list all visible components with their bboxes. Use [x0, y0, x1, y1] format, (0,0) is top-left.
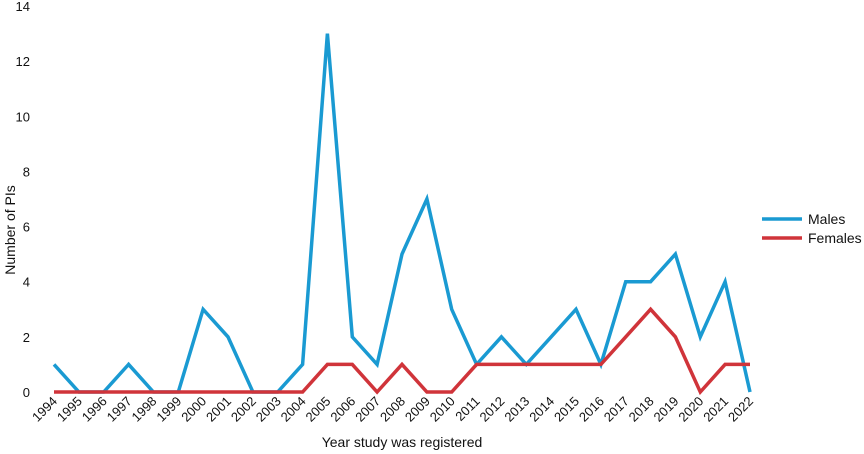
x-tick-label: 1996: [79, 394, 110, 425]
y-tick-label: 8: [23, 164, 30, 179]
x-tick-label: 2007: [352, 394, 383, 425]
y-axis: 0 2 4 6 8 10 12 14: [16, 0, 30, 400]
y-tick-label: 14: [16, 0, 30, 14]
series-lines: [52, 33, 752, 396]
legend: Males Females: [762, 211, 862, 246]
y-tick-label: 10: [16, 109, 30, 124]
y-tick-label: 12: [16, 54, 30, 69]
x-tick-label: 2009: [402, 394, 433, 425]
y-axis-title: Number of PIs: [2, 185, 18, 274]
x-tick-label: 2022: [725, 394, 756, 425]
x-tick-label: 1997: [104, 394, 135, 425]
x-tick-label: 2020: [675, 394, 706, 425]
x-tick-label: 2016: [576, 394, 607, 425]
x-tick-label: 1999: [153, 394, 184, 425]
series-line-females: [54, 306, 750, 396]
x-tick-label: 1998: [128, 394, 159, 425]
x-tick-label: 2005: [302, 394, 333, 425]
y-tick-label: 2: [23, 330, 30, 345]
x-tick-label: 2021: [700, 394, 731, 425]
x-tick-label: 2012: [476, 394, 507, 425]
y-tick-label: 4: [23, 275, 30, 290]
x-tick-label: 2018: [626, 394, 657, 425]
x-axis-title: Year study was registered: [322, 434, 483, 450]
legend-label-females: Females: [808, 230, 862, 246]
x-tick-label: 1994: [29, 394, 60, 425]
x-tick-label: 2017: [601, 394, 632, 425]
legend-label-males: Males: [808, 211, 845, 227]
x-tick-label: 2006: [327, 394, 358, 425]
x-tick-label: 2004: [278, 394, 309, 425]
x-tick-label: 2014: [526, 394, 557, 425]
y-tick-label: 0: [23, 385, 30, 400]
x-tick-label: 2015: [551, 394, 582, 425]
x-tick-label: 2001: [203, 394, 234, 425]
x-tick-label: 2000: [178, 394, 209, 425]
x-tick-label: 2013: [501, 394, 532, 425]
x-tick-label: 1995: [54, 394, 85, 425]
x-tick-label: 2019: [650, 394, 681, 425]
x-tick-label: 2003: [253, 394, 284, 425]
x-tick-label: 2010: [427, 394, 458, 425]
x-axis: 1994199519961997199819992000200120022003…: [29, 394, 756, 425]
x-tick-label: 2008: [377, 394, 408, 425]
x-tick-label: 2011: [452, 394, 482, 424]
y-tick-label: 6: [23, 220, 30, 235]
x-tick-label: 2002: [228, 394, 259, 425]
series-line-males: [52, 33, 752, 394]
